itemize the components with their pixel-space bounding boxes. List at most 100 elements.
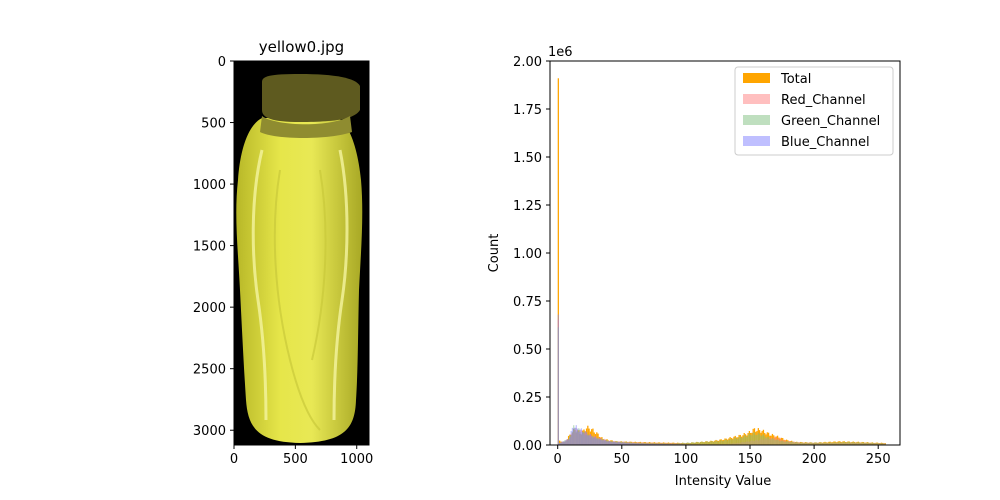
histogram-bar [883, 443, 885, 445]
histogram-bar [867, 442, 870, 445]
histogram-bar [660, 443, 662, 445]
histogram-bar [878, 443, 880, 445]
histogram-bar [744, 435, 747, 445]
histogram-bar [582, 431, 584, 445]
histogram-bar [589, 434, 592, 445]
histogram-bar [603, 439, 606, 445]
histogram-bar [616, 442, 618, 445]
histogram-bar [821, 443, 824, 445]
histogram-bar [743, 435, 745, 445]
bottle-image [234, 61, 369, 445]
histogram-bars [557, 78, 886, 445]
histogram-bar [776, 439, 779, 445]
histogram-bar [853, 442, 856, 445]
legend-swatch [743, 94, 770, 104]
image-y-tick-label: 2500 [193, 363, 226, 378]
histogram-bar [735, 438, 738, 445]
histogram-bar [839, 442, 842, 445]
histogram-bar [694, 442, 697, 445]
histogram-bar [858, 442, 861, 445]
histogram-bar [793, 442, 795, 445]
histogram-bar [597, 439, 599, 445]
histogram-bar [825, 442, 827, 445]
histogram-bar [702, 442, 704, 445]
histogram-bar [691, 442, 693, 445]
histogram-bar [833, 442, 835, 445]
histogram-bar [688, 442, 690, 445]
histogram-bar [738, 436, 740, 445]
histogram-bar [648, 443, 650, 445]
hist-y-tick-label: 1.25 [513, 199, 542, 214]
histogram-bar [566, 439, 568, 445]
histogram-bar [830, 442, 833, 445]
histogram-bar [871, 442, 874, 445]
image-y-tick-label: 1000 [193, 178, 226, 193]
histogram-bar [741, 437, 743, 445]
histogram-bar [580, 428, 583, 445]
histogram-bar [812, 443, 815, 445]
histogram-bar [600, 438, 602, 445]
histogram-bar [607, 441, 609, 445]
histogram-bar [796, 441, 798, 445]
histogram-bar [844, 442, 847, 445]
histogram-bar [802, 442, 804, 445]
histogram-bar [782, 440, 784, 445]
legend-label: Green_Channel [781, 114, 880, 129]
legend-label: Blue_Channel [781, 135, 870, 150]
histogram-bar [647, 443, 649, 445]
histogram-bar [650, 442, 652, 445]
histogram-bar [574, 427, 576, 445]
histogram-bar [620, 442, 622, 445]
histogram-bar [823, 442, 825, 445]
histogram-bar [557, 78, 559, 445]
histogram-bar [644, 442, 647, 445]
histogram-bar [562, 441, 565, 445]
histogram-bar [584, 431, 586, 445]
histogram-bar [561, 441, 563, 445]
image-axes-frame [233, 60, 370, 446]
histogram-bar [798, 442, 800, 445]
histogram-bar [687, 442, 689, 445]
histogram-bar [832, 442, 834, 445]
histogram-bar [880, 443, 883, 445]
histogram-bar [648, 442, 650, 445]
histogram-bar [861, 442, 863, 445]
histogram-bar [558, 440, 561, 445]
histogram-bar [856, 442, 858, 445]
histogram-bar [596, 438, 598, 445]
histogram-bar [771, 438, 774, 445]
histogram-bar [560, 442, 562, 445]
histogram-bar [578, 431, 580, 445]
histogram-bar [767, 436, 770, 445]
histogram-subplot: 0 50 100 150 200 250 0.00 0.25 0.50 0.75 1.00 1.25 1… [487, 45, 901, 489]
histogram-bar [751, 435, 753, 445]
histogram-bar [842, 442, 844, 445]
histogram-bar [565, 440, 567, 445]
histogram-bar [701, 441, 703, 445]
histogram-bar [667, 443, 670, 445]
histogram-bar [602, 440, 604, 445]
histogram-bar [692, 442, 694, 445]
histogram-bar [585, 431, 588, 445]
histogram-bar [617, 441, 620, 445]
histogram-bar [815, 442, 817, 445]
histogram-bar [873, 443, 875, 445]
histogram-bar [683, 442, 685, 445]
histogram-bar [712, 441, 715, 445]
histogram-bar [857, 442, 859, 445]
histogram-bar [610, 441, 612, 445]
legend-label: Red_Channel [781, 93, 866, 108]
histogram-bar [615, 442, 617, 445]
histogram-bar [611, 442, 613, 445]
histogram-bar [765, 437, 767, 445]
histogram-bar [838, 441, 840, 445]
image-x-tick-label: 500 [283, 452, 308, 467]
histogram-bar [601, 440, 603, 445]
histogram-bar [850, 442, 852, 445]
image-x-tick-label: 0 [230, 452, 238, 467]
histogram-bar [696, 441, 698, 445]
histogram-bar [715, 440, 717, 445]
histogram-bar [810, 442, 812, 445]
histogram-bar [801, 442, 803, 445]
image-y-tick-label: 0 [218, 55, 226, 70]
